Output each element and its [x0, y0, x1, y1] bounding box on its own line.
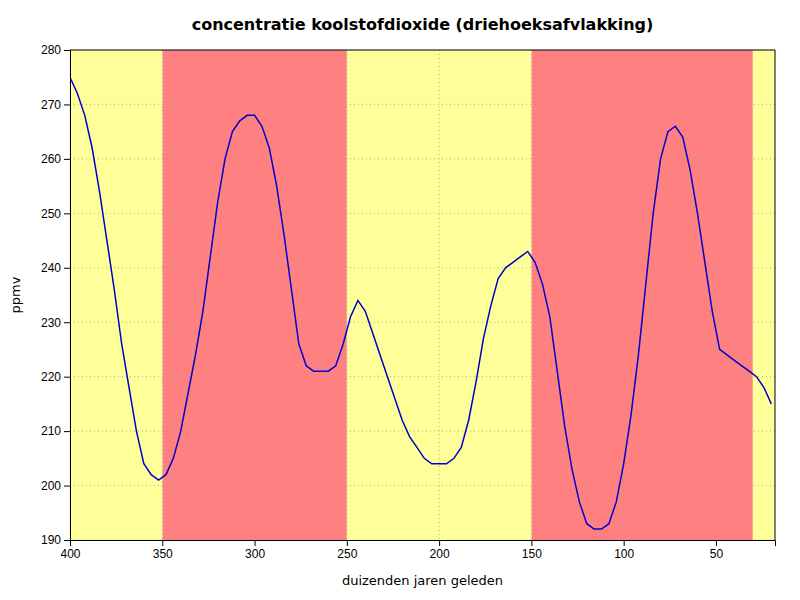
y-tick: 240 — [41, 261, 70, 275]
y-grid-line — [70, 431, 775, 432]
x-tick: 150 — [522, 540, 542, 561]
y-grid-line — [70, 322, 775, 323]
band — [753, 50, 775, 540]
x-tick-label: 400 — [60, 547, 80, 561]
x-tick-mark — [624, 540, 625, 546]
x-axis-title: duizenden jaren geleden — [342, 573, 503, 588]
x-axis-line — [71, 541, 776, 547]
x-grid-line — [162, 50, 163, 540]
y-grid-line — [70, 104, 775, 105]
x-tick-mark — [347, 540, 348, 546]
x-tick: 300 — [245, 540, 265, 561]
y-tick-label: 260 — [41, 152, 61, 166]
x-tick: 350 — [153, 540, 173, 561]
y-tick: 270 — [41, 98, 70, 112]
y-tick-mark — [64, 377, 70, 378]
y-tick: 210 — [41, 424, 70, 438]
chart: 400 350 300 250 200 150 100 50 190 200 210 220 230 24… — [0, 0, 800, 600]
x-tick: 200 — [430, 540, 450, 561]
x-tick: 250 — [337, 540, 357, 561]
x-tick-mark — [531, 540, 532, 546]
x-tick: 400 — [60, 540, 80, 561]
y-tick: 200 — [41, 479, 70, 493]
y-tick-label: 210 — [41, 424, 61, 438]
y-tick: 280 — [41, 43, 70, 57]
y-tick-label: 250 — [41, 207, 61, 221]
lines — [70, 77, 771, 529]
y-tick: 220 — [41, 370, 70, 384]
y-tick-label: 230 — [41, 316, 61, 330]
x-tick-label: 100 — [614, 547, 634, 561]
y-tick-label: 220 — [41, 370, 61, 384]
y-tick-mark — [64, 159, 70, 160]
y-tick-mark — [64, 486, 70, 487]
y-tick-label: 240 — [41, 261, 61, 275]
x-tick-mark — [439, 540, 440, 546]
y-tick-label: 280 — [41, 43, 61, 57]
x-grid-line — [715, 50, 716, 540]
x-tick-label: 200 — [430, 547, 450, 561]
x-grid-line — [531, 50, 532, 540]
y-grid-line — [70, 267, 775, 268]
x-grid-line — [439, 50, 440, 540]
band — [162, 50, 347, 540]
plot: 400 350 300 250 200 150 100 50 190 200 210 220 230 24… — [41, 43, 776, 560]
y-grid-line — [70, 213, 775, 214]
y-grid-line — [70, 485, 775, 486]
x-grid-line — [346, 50, 347, 540]
x-tick-mark — [162, 540, 163, 546]
y-tick: 260 — [41, 152, 70, 166]
y-axis: 190 200 210 220 230 240 250 260 270 280 — [41, 43, 71, 547]
y-tick: 230 — [41, 316, 70, 330]
title: concentratie koolstofdioxide (driehoeksa… — [192, 15, 654, 34]
x-tick-label: 250 — [337, 547, 357, 561]
y-tick-mark — [64, 431, 70, 432]
y-tick: 190 — [41, 533, 70, 547]
y-tick-mark — [64, 540, 70, 541]
y-tick-mark — [64, 268, 70, 269]
frame-right — [775, 50, 776, 540]
x-tick: 100 — [614, 540, 634, 561]
y-tick-mark — [64, 322, 70, 323]
x-tick-label: 350 — [153, 547, 173, 561]
x-grid-line — [254, 50, 255, 540]
grid — [70, 50, 775, 540]
x-tick-label: 50 — [710, 547, 724, 561]
x-axis: 400 350 300 250 200 150 100 50 — [60, 540, 775, 561]
x-tick-label: 150 — [522, 547, 542, 561]
x-tick-label: 300 — [245, 547, 265, 561]
frame-top — [70, 50, 775, 51]
band — [531, 50, 752, 540]
y-tick-mark — [64, 104, 70, 105]
y-grid-line — [70, 158, 775, 159]
y-tick-mark — [64, 50, 70, 51]
y-tick-mark — [64, 213, 70, 214]
x-tick: 50 — [710, 540, 724, 561]
y-axis-line — [64, 51, 71, 541]
y-tick-label: 190 — [41, 533, 61, 547]
y-tick-label: 200 — [41, 479, 61, 493]
x-tick-mark — [716, 540, 717, 546]
y-tick-label: 270 — [41, 98, 61, 112]
x-tick-mark — [255, 540, 256, 546]
band — [347, 50, 532, 540]
bands — [70, 50, 775, 540]
y-grid-line — [70, 376, 775, 377]
y-grid-line — [70, 50, 775, 51]
y-tick: 250 — [41, 207, 70, 221]
data-line — [70, 77, 771, 529]
band — [70, 50, 162, 540]
y-axis-title: ppmv — [8, 276, 23, 313]
